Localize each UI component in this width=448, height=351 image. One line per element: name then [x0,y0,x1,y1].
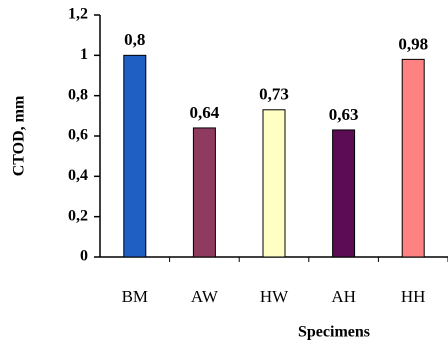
x-tick-label: HH [401,287,426,306]
data-label: 0,64 [190,103,220,122]
x-tick-label: BM [122,287,148,306]
y-tick-label: 0,2 [68,207,88,224]
y-tick-label: 1 [80,46,88,63]
bar [262,109,286,258]
y-tick-label: 0 [80,248,88,265]
data-label: 0,98 [398,34,428,53]
y-axis-label: CTOD, mm [11,95,28,176]
x-tick-label: AH [331,287,356,306]
bar [401,58,425,258]
x-tick-label: AW [191,287,219,306]
y-tick-label: 1,2 [68,6,88,23]
data-label: 0,73 [259,85,289,104]
y-tick-label: 0,6 [68,127,88,144]
data-label: 0,8 [124,30,145,49]
y-tick-label: 0,4 [68,167,88,184]
x-axis-label: Specimens [298,324,370,341]
bar [123,54,147,258]
data-label: 0,63 [329,105,359,124]
bar [332,129,356,258]
bar [192,127,216,258]
y-tick-label: 0,8 [68,86,88,103]
x-tick-label: HW [260,287,289,306]
